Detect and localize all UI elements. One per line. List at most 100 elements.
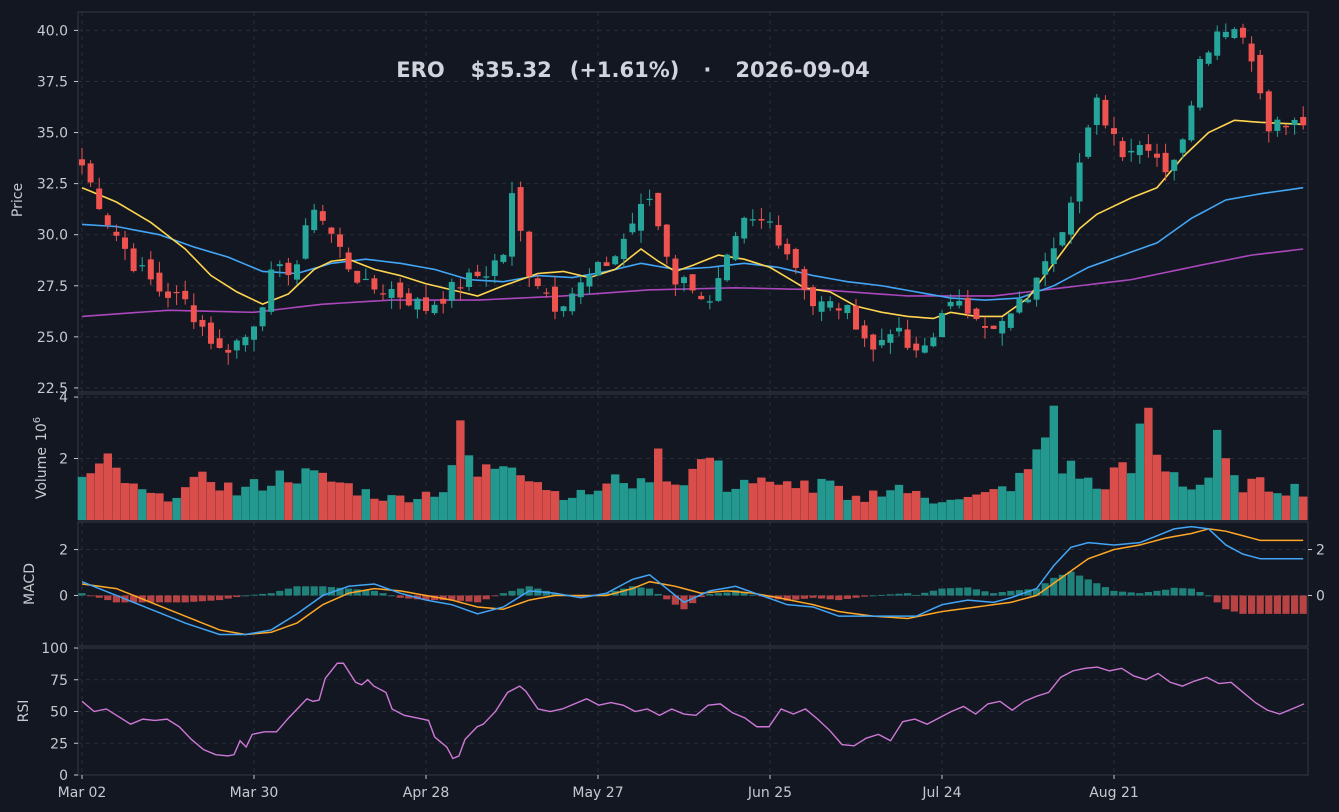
candle-body: [1214, 31, 1221, 56]
candle-body: [1068, 202, 1074, 235]
candle-body: [956, 300, 963, 306]
candle-body: [233, 340, 240, 351]
macd-histogram-bar: [336, 587, 344, 596]
volume-bar: [636, 478, 646, 520]
macd-histogram-bar: [1205, 595, 1213, 597]
volume-axis-label: Volume 106: [32, 417, 50, 499]
volume-bar: [1118, 462, 1127, 520]
x-tick-label: Jul 24: [921, 785, 961, 801]
volume-bar: [189, 476, 198, 520]
volume-bar: [181, 487, 190, 520]
macd-histogram-bar: [697, 595, 705, 598]
y-tick-label: 100: [41, 641, 68, 657]
candle-body: [199, 319, 206, 327]
candle-body: [1240, 27, 1246, 38]
candle-body: [397, 282, 404, 298]
candle-body: [345, 252, 352, 270]
candle-body: [586, 275, 593, 287]
macd-histogram-bar: [474, 595, 482, 603]
volume-bar: [559, 499, 568, 520]
candle-body: [1179, 139, 1186, 153]
candle-body: [904, 329, 911, 348]
candle-body: [466, 272, 472, 287]
macd-histogram-bar: [319, 586, 327, 596]
volume-bar: [1144, 407, 1153, 520]
macd-histogram-bar: [1119, 591, 1127, 596]
candle-body: [380, 293, 386, 295]
macd-histogram-bar: [327, 587, 335, 596]
volume-bar: [224, 482, 233, 520]
candle-body: [853, 305, 859, 330]
candle-body: [973, 308, 980, 320]
volume-bar: [1187, 489, 1196, 520]
volume-bar: [705, 457, 714, 520]
candle-body: [552, 286, 558, 312]
y-tick-label: 50: [50, 705, 68, 721]
macd-histogram-bar: [112, 595, 120, 603]
candle-body: [603, 262, 610, 266]
candle-body: [672, 258, 679, 285]
macd-histogram-bar: [267, 593, 275, 596]
candle-body: [354, 270, 361, 283]
volume-bar: [335, 482, 345, 520]
macd-histogram-bar: [1187, 588, 1195, 596]
macd-histogram-bar: [517, 588, 525, 596]
title-separator: ·: [703, 58, 711, 82]
macd-histogram-bar: [1248, 595, 1256, 614]
candle-body: [96, 188, 103, 210]
macd-histogram-bar: [1179, 588, 1187, 596]
sma-short-line: [81, 119, 1304, 320]
candle-body: [268, 269, 275, 312]
macd-histogram-bar: [577, 595, 585, 598]
macd-histogram-bar: [216, 595, 224, 601]
candle-body: [1033, 277, 1040, 300]
volume-bar: [1023, 469, 1033, 520]
macd-histogram-bar: [431, 595, 439, 601]
candle-body: [775, 224, 782, 246]
volume-bar: [112, 467, 121, 520]
macd-histogram-bar: [448, 595, 456, 601]
macd-histogram-bar: [603, 593, 611, 596]
volume-bar: [421, 491, 431, 520]
macd-histogram-bar: [396, 595, 404, 598]
candle-body: [156, 272, 163, 292]
volume-bar: [1135, 423, 1144, 520]
macd-histogram-bar: [869, 595, 877, 597]
macd-histogram-bar: [1256, 595, 1264, 614]
candle-body: [337, 234, 343, 247]
candle-body: [947, 301, 954, 307]
candle-body: [1205, 52, 1212, 64]
volume-bar: [387, 495, 396, 520]
candle-body: [526, 231, 533, 277]
macd-histogram-bar: [379, 593, 387, 596]
y-tick-label: 30.0: [37, 228, 68, 244]
volume-bar: [404, 502, 413, 520]
volume-bar: [318, 472, 327, 520]
candle-body: [1128, 150, 1135, 153]
volume-bar: [473, 476, 482, 520]
macd-histogram-bar: [224, 595, 232, 599]
macd-histogram-bar: [861, 595, 869, 597]
rsi-lines: [81, 662, 1305, 760]
candle-body: [827, 301, 834, 308]
volume-bar: [955, 499, 964, 520]
candle-body: [139, 265, 146, 267]
candle-body: [190, 305, 197, 323]
candle-body: [294, 264, 300, 280]
candle-body: [1025, 299, 1031, 303]
candle-body: [1188, 105, 1195, 141]
volume-bar: [1109, 467, 1119, 520]
macd-histogram-bar: [190, 595, 198, 602]
candle-body: [689, 274, 696, 291]
macd-histogram-bar: [972, 589, 980, 596]
candle-body: [964, 297, 971, 314]
candle-body: [328, 227, 335, 234]
volume-bar: [731, 488, 740, 520]
macd-histogram-bar: [1282, 595, 1290, 614]
x-tick-label: Mar 30: [230, 785, 279, 801]
candle-body: [173, 291, 180, 294]
candle-body: [913, 343, 920, 351]
candle-body: [285, 262, 292, 276]
candle-body: [113, 231, 120, 236]
volume-bar: [86, 473, 95, 520]
